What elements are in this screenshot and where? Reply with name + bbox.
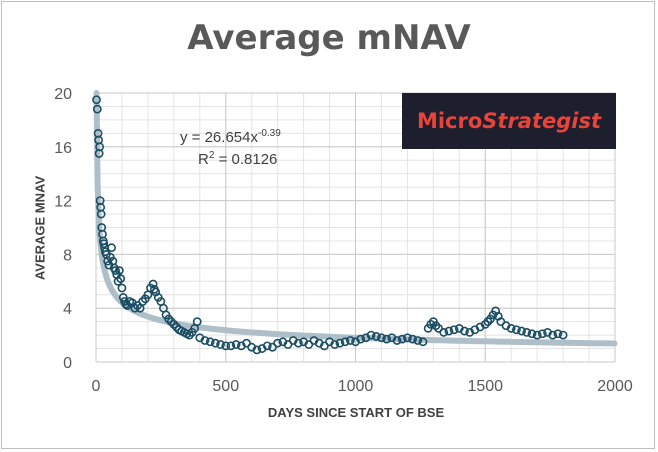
data-point [377,333,386,343]
data-point [205,337,215,347]
data-point [95,142,105,152]
chart-title: Average mNAV [187,18,471,58]
data-point [356,334,366,344]
x-tick-label: 1000 [338,378,374,395]
data-point [392,336,402,345]
data-point [449,325,459,335]
data-point [537,329,547,339]
logo-text-part1: Micro [416,109,483,133]
data-point [96,209,106,219]
y-tick-label: 8 [63,247,72,264]
data-point [511,325,521,335]
data-point [522,328,532,337]
x-tick-labels: 0 500 1000 1500 2000 [92,378,633,395]
data-point [413,336,423,345]
r2-value: = 0.8126 [214,151,278,168]
data-point [517,326,526,336]
data-point [200,336,210,345]
data-point [548,330,558,340]
data-point [107,243,116,253]
data-point [553,329,563,339]
y-tick-label: 0 [63,355,72,372]
data-point [532,330,542,340]
data-points [92,95,568,355]
r-squared-label: R2 = 0.8126 [198,150,277,168]
x-tick-label: 1500 [467,378,503,395]
data-point [114,266,124,275]
data-point [366,330,376,340]
data-point [231,340,241,349]
y-tick-label: 12 [54,194,72,211]
y-tick-label: 16 [54,140,72,157]
data-point [527,329,537,339]
data-point [92,104,102,114]
data-point [397,334,407,344]
data-point [558,330,568,340]
data-point [294,338,303,348]
data-point [210,338,220,348]
data-point [148,279,158,289]
data-point [408,334,417,344]
data-point [460,326,469,336]
r2-prefix: R [198,151,209,168]
data-point [192,317,202,327]
x-tick-label: 500 [212,378,239,395]
x-tick-label: 2000 [597,378,633,395]
r2-exponent: 2 [208,150,215,161]
data-point [117,283,127,293]
x-axis-label: DAYS SINCE START OF BSE [267,405,445,420]
equation-exponent: -0.39 [257,128,281,139]
data-point [340,337,350,347]
data-point [116,274,126,284]
data-point [444,326,454,336]
data-point [262,341,272,351]
data-point [371,332,381,341]
data-point [506,323,516,333]
microstrategist-logo: Micro Strategist [402,93,616,149]
data-point [439,328,449,337]
x-tick-label: 0 [92,378,101,395]
data-point [221,341,231,351]
trendline-equation: y = 26.654x-0.39 [180,128,281,146]
data-point [252,345,262,355]
data-point [418,337,428,347]
y-tick-label: 4 [63,301,72,318]
data-point [92,95,101,105]
data-point [111,266,120,275]
y-tick-labels: 0 4 8 12 16 20 [54,86,72,372]
data-point [345,336,355,345]
data-point [335,338,345,348]
data-point [216,340,225,349]
data-point [99,239,109,249]
logo-text-part2: Strategist [482,109,602,133]
data-point [273,338,283,348]
data-point [226,341,236,351]
y-tick-label: 20 [54,86,72,103]
data-point [330,340,340,349]
equation-prefix: y = 26.654x [180,129,258,146]
data-point [402,333,412,343]
data-point [382,334,392,344]
